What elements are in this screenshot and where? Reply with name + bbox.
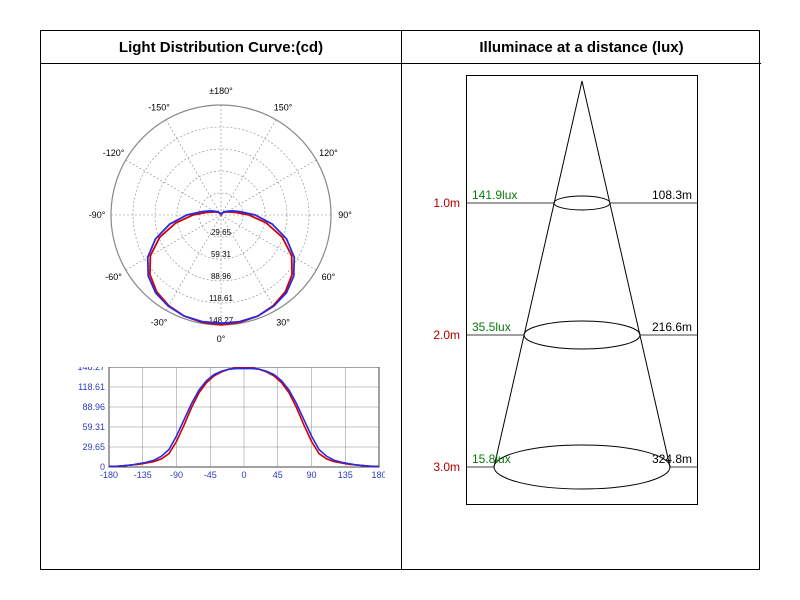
distance-label-2: 2.0m <box>433 328 460 342</box>
svg-text:90°: 90° <box>338 210 352 220</box>
svg-text:59.31: 59.31 <box>82 422 105 432</box>
svg-text:0: 0 <box>100 462 105 472</box>
beam-ellipse-3 <box>494 445 670 489</box>
illuminance-svg: 1.0m 141.9lux 108.3m 2.0m 35.5lux 216.6m 3.0m 1… <box>422 75 742 555</box>
svg-text:±180°: ±180° <box>209 86 233 96</box>
svg-text:-45: -45 <box>204 470 217 480</box>
svg-text:0°: 0° <box>217 334 226 344</box>
svg-text:180: 180 <box>371 470 385 480</box>
svg-text:60°: 60° <box>322 272 336 282</box>
lux-label-3: 15.8lux <box>472 452 511 466</box>
left-column: Light Distribution Curve:(cd) 29.65 59.31… <box>41 31 401 569</box>
svg-text:120°: 120° <box>319 148 338 158</box>
distance-label-1: 1.0m <box>433 196 460 210</box>
cartesian-chart: -180-135-90-4504590135180029.6559.3188.9… <box>75 367 385 487</box>
diameter-label-3: 324.8m <box>652 452 692 466</box>
cartesian-svg: -180-135-90-4504590135180029.6559.3188.9… <box>75 367 385 487</box>
svg-text:45: 45 <box>273 470 283 480</box>
polar-chart: 29.6559.3188.96118.61148.270°30°60°90°12… <box>81 75 361 355</box>
svg-text:-90: -90 <box>170 470 183 480</box>
svg-text:150°: 150° <box>274 103 293 113</box>
lux-label-2: 35.5lux <box>472 320 511 334</box>
svg-text:0: 0 <box>241 470 246 480</box>
polar-svg: 29.6559.3188.96118.61148.270°30°60°90°12… <box>81 75 361 355</box>
beam-ellipse-1 <box>554 196 610 210</box>
right-title: Illuminace at a distance (lux) <box>402 39 761 56</box>
beam-ellipse-2 <box>524 321 640 349</box>
svg-text:-60°: -60° <box>105 272 122 282</box>
left-title: Light Distribution Curve:(cd) <box>41 39 401 56</box>
svg-text:90: 90 <box>306 470 316 480</box>
svg-text:-135: -135 <box>134 470 152 480</box>
photometric-report: Light Distribution Curve:(cd) 29.65 59.31… <box>40 30 760 570</box>
svg-text:-150°: -150° <box>148 103 170 113</box>
illuminance-diagram: 1.0m 141.9lux 108.3m 2.0m 35.5lux 216.6m 3.0m 1… <box>422 75 742 555</box>
svg-text:29.65: 29.65 <box>82 442 105 452</box>
svg-text:30°: 30° <box>276 317 290 327</box>
left-title-rule <box>41 63 401 64</box>
svg-text:-90°: -90° <box>89 210 106 220</box>
svg-text:148.27: 148.27 <box>77 367 105 372</box>
lux-label-1: 141.9lux <box>472 188 517 202</box>
distance-label-3: 3.0m <box>433 460 460 474</box>
svg-text:88.96: 88.96 <box>82 402 105 412</box>
diameter-label-1: 108.3m <box>652 188 692 202</box>
svg-text:118.61: 118.61 <box>78 382 105 392</box>
svg-text:-30°: -30° <box>151 317 168 327</box>
diameter-label-2: 216.6m <box>652 320 692 334</box>
right-title-rule <box>402 63 761 64</box>
svg-text:-120°: -120° <box>103 148 125 158</box>
svg-text:135: 135 <box>338 470 353 480</box>
right-column: Illuminace at a distance (lux) 1.0m 141.9… <box>401 31 761 569</box>
